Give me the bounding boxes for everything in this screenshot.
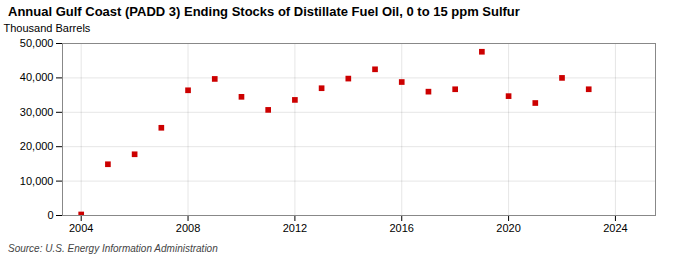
html-text:Source: U.S. Energy Informatio: Source: U.S. Energy Information Administ… xyxy=(8,243,218,254)
svg-text:2024: 2024 xyxy=(603,222,627,234)
svg-text:0: 0 xyxy=(47,209,53,221)
svg-text:40,000: 40,000 xyxy=(20,71,54,83)
svg-text:2012: 2012 xyxy=(283,222,307,234)
svg-text:Thousand Barrels: Thousand Barrels xyxy=(4,22,91,34)
svg-text:2008: 2008 xyxy=(176,222,200,234)
svg-text:30,000: 30,000 xyxy=(20,106,54,118)
svg-text:10,000: 10,000 xyxy=(20,175,54,187)
svg-text:2020: 2020 xyxy=(496,222,520,234)
svg-text:2016: 2016 xyxy=(389,222,413,234)
svg-text:20,000: 20,000 xyxy=(20,140,54,152)
svg-text:2004: 2004 xyxy=(69,222,93,234)
html-text:Annual Gulf Coast (PADD 3) End: Annual Gulf Coast (PADD 3) Ending Stocks… xyxy=(8,4,520,19)
svg-text:50,000: 50,000 xyxy=(20,37,54,49)
